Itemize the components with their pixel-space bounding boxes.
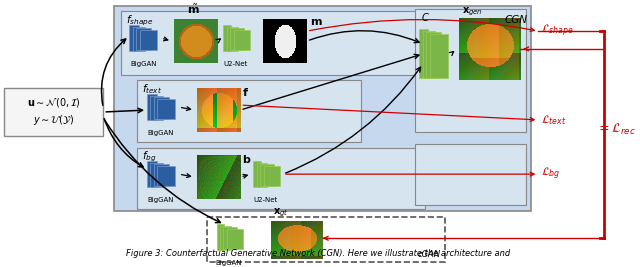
Text: BigGAN: BigGAN <box>148 130 174 136</box>
Text: $\mathbf{u} \sim \mathcal{N}(0,\mathcal{I})$: $\mathbf{u} \sim \mathcal{N}(0,\mathcal{… <box>27 96 81 109</box>
FancyBboxPatch shape <box>227 229 243 249</box>
Text: U2-Net: U2-Net <box>253 197 278 203</box>
FancyBboxPatch shape <box>415 9 526 132</box>
FancyBboxPatch shape <box>220 226 230 250</box>
Text: $\mathcal{L}_{\mathit{shape}}$: $\mathcal{L}_{\mathit{shape}}$ <box>541 23 574 39</box>
Text: $\mathbf{f}$: $\mathbf{f}$ <box>243 86 250 98</box>
FancyBboxPatch shape <box>136 28 151 50</box>
FancyBboxPatch shape <box>121 11 429 74</box>
FancyBboxPatch shape <box>429 34 447 78</box>
FancyBboxPatch shape <box>140 30 157 50</box>
Text: BigGAN: BigGAN <box>216 260 243 266</box>
FancyBboxPatch shape <box>147 94 157 120</box>
Text: $\mathbf{x}_{\mathit{gen}}$: $\mathbf{x}_{\mathit{gen}}$ <box>462 6 483 18</box>
Text: $f_{\mathit{text}}$: $f_{\mathit{text}}$ <box>142 83 163 96</box>
FancyBboxPatch shape <box>227 27 237 50</box>
Text: $\mathbf{b}$: $\mathbf{b}$ <box>243 154 252 166</box>
FancyBboxPatch shape <box>150 96 163 120</box>
Text: CGN: CGN <box>504 15 527 25</box>
FancyBboxPatch shape <box>223 25 232 51</box>
FancyBboxPatch shape <box>157 99 175 119</box>
FancyBboxPatch shape <box>154 164 169 186</box>
Text: cGAN: cGAN <box>418 250 441 259</box>
FancyBboxPatch shape <box>415 144 526 205</box>
Text: $f_{\mathit{bg}}$: $f_{\mathit{bg}}$ <box>142 149 157 164</box>
Text: $C$: $C$ <box>421 11 430 23</box>
FancyBboxPatch shape <box>154 97 169 119</box>
FancyBboxPatch shape <box>234 30 250 50</box>
Text: $= \mathcal{L}_{\mathit{rec}}$: $= \mathcal{L}_{\mathit{rec}}$ <box>596 122 636 137</box>
Text: Figure 3: Counterfactual Generative Network (CGN). Here we illustrate the archit: Figure 3: Counterfactual Generative Netw… <box>125 249 510 258</box>
FancyBboxPatch shape <box>207 217 445 262</box>
FancyBboxPatch shape <box>4 88 103 136</box>
FancyBboxPatch shape <box>223 227 237 249</box>
FancyBboxPatch shape <box>137 147 425 209</box>
Text: $y \sim \mathcal{U}(\mathcal{Y})$: $y \sim \mathcal{U}(\mathcal{Y})$ <box>33 113 74 127</box>
FancyBboxPatch shape <box>426 32 441 78</box>
FancyBboxPatch shape <box>150 163 163 187</box>
Text: $\mathbf{x}_{\mathit{gt}}$: $\mathbf{x}_{\mathit{gt}}$ <box>273 206 289 218</box>
FancyBboxPatch shape <box>157 166 175 186</box>
FancyBboxPatch shape <box>422 31 435 78</box>
Text: U2-Net: U2-Net <box>224 61 248 67</box>
FancyBboxPatch shape <box>147 161 157 187</box>
FancyBboxPatch shape <box>114 6 531 211</box>
FancyBboxPatch shape <box>129 25 139 51</box>
Text: BigGAN: BigGAN <box>130 61 156 67</box>
Text: BigGAN: BigGAN <box>148 197 174 203</box>
FancyBboxPatch shape <box>253 161 261 187</box>
Text: $\mathbf{m}$: $\mathbf{m}$ <box>310 17 323 27</box>
FancyBboxPatch shape <box>137 80 360 142</box>
Text: $\mathcal{L}_{\mathit{text}}$: $\mathcal{L}_{\mathit{text}}$ <box>541 113 567 127</box>
Text: $f_{\mathit{shape}}$: $f_{\mathit{shape}}$ <box>126 13 154 28</box>
FancyBboxPatch shape <box>260 164 273 186</box>
FancyBboxPatch shape <box>264 166 280 186</box>
FancyBboxPatch shape <box>257 163 268 187</box>
Text: $\mathcal{L}_{\mathit{bg}}$: $\mathcal{L}_{\mathit{bg}}$ <box>541 166 561 182</box>
FancyBboxPatch shape <box>230 28 244 50</box>
FancyBboxPatch shape <box>419 29 428 78</box>
Text: $\tilde{\mathbf{m}}$: $\tilde{\mathbf{m}}$ <box>188 3 200 16</box>
FancyBboxPatch shape <box>216 225 225 250</box>
FancyBboxPatch shape <box>132 27 145 50</box>
